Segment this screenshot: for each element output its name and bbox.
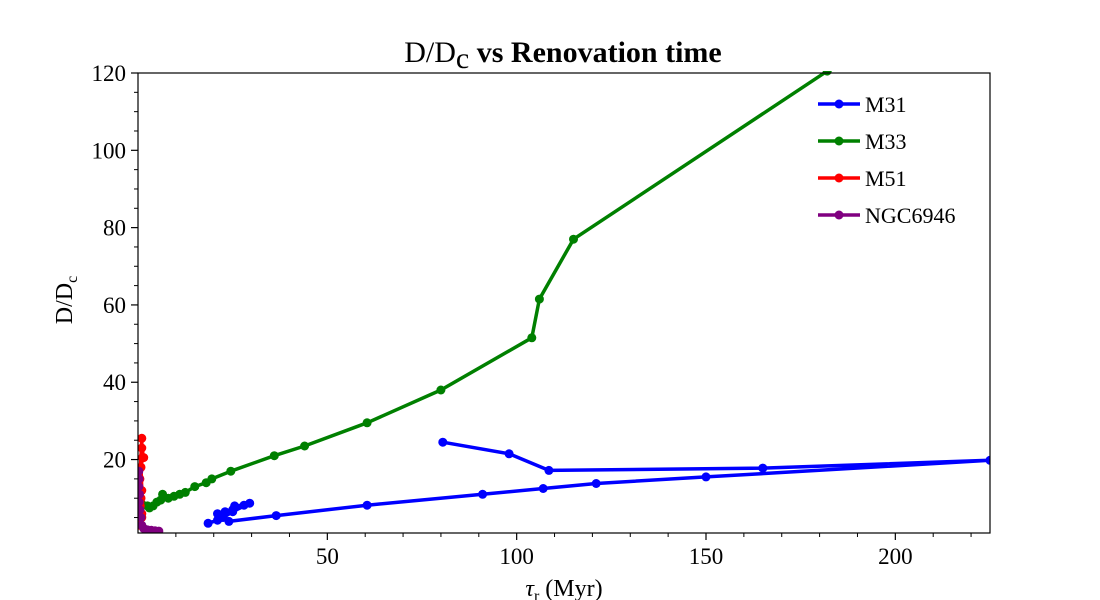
legend-item-m51: M51	[818, 166, 907, 191]
legend-label: M33	[865, 129, 907, 154]
data-point	[203, 518, 213, 528]
data-point	[226, 466, 236, 476]
data-point	[138, 513, 146, 522]
data-point	[138, 497, 144, 507]
x-tick-label: 50	[316, 544, 339, 569]
data-point	[438, 437, 448, 447]
data-point	[269, 451, 279, 461]
x-tick-label: 200	[878, 544, 913, 569]
data-point	[228, 507, 238, 517]
data-point	[300, 441, 310, 451]
y-tick-label: 60	[103, 293, 126, 318]
data-point	[822, 71, 832, 76]
data-point	[591, 479, 601, 488]
x-tick-label: 100	[499, 544, 534, 569]
x-axis-label: τr (Myr)	[525, 576, 602, 600]
y-tick-label: 100	[92, 138, 127, 163]
series-line-m33	[141, 71, 829, 510]
data-point	[362, 418, 372, 428]
y-tick-label: 120	[92, 61, 127, 86]
data-point	[544, 465, 554, 475]
data-point	[436, 385, 446, 395]
data-point	[154, 526, 164, 533]
data-point	[569, 234, 578, 244]
data-point	[245, 498, 255, 508]
data-point	[180, 487, 190, 497]
legend-label: M51	[865, 166, 907, 191]
data-point	[190, 482, 200, 492]
legend-marker	[834, 136, 844, 146]
data-point	[138, 443, 147, 453]
data-point	[758, 463, 768, 473]
y-tick-label: 40	[103, 370, 126, 395]
data-point	[138, 466, 144, 476]
data-point	[138, 505, 145, 515]
data-point	[207, 474, 217, 484]
data-point	[138, 489, 144, 499]
y-tick-label: 80	[103, 216, 126, 241]
data-point	[139, 453, 149, 463]
data-point	[213, 515, 222, 525]
series-layer	[138, 71, 990, 533]
legend-item-ngc6946: NGC6946	[818, 203, 955, 228]
legend-label: M31	[865, 92, 907, 117]
data-point	[271, 511, 281, 521]
data-point	[527, 333, 537, 343]
data-point	[138, 474, 144, 484]
legend-item-m33: M33	[818, 129, 907, 154]
data-point	[138, 482, 144, 492]
legend-item-m31: M31	[818, 92, 907, 117]
legend-marker	[834, 99, 844, 109]
series-m33	[138, 71, 832, 513]
legend-marker	[834, 173, 844, 183]
data-point	[534, 294, 544, 304]
data-point	[701, 472, 711, 482]
data-point	[138, 433, 147, 443]
axes-ticks: 50 100 150 200 20 40 60 80 100 120	[92, 61, 972, 569]
legend-marker	[834, 210, 844, 220]
data-point	[478, 489, 488, 499]
legend-label: NGC6946	[865, 203, 955, 228]
data-point	[504, 449, 514, 459]
data-point	[985, 455, 990, 465]
chart-title: D/Dc vs Renovation time	[404, 36, 721, 75]
series-m31	[203, 437, 990, 528]
y-tick-label: 20	[103, 448, 126, 473]
legend: M31 M33 M51 NGC6946	[818, 92, 955, 228]
data-point	[538, 484, 548, 493]
series-ngc6946	[138, 466, 164, 533]
x-tick-label: 150	[689, 544, 724, 569]
y-axis-label: D/Dc	[52, 276, 81, 324]
plot-area-frame	[137, 72, 991, 534]
data-point	[362, 500, 372, 510]
